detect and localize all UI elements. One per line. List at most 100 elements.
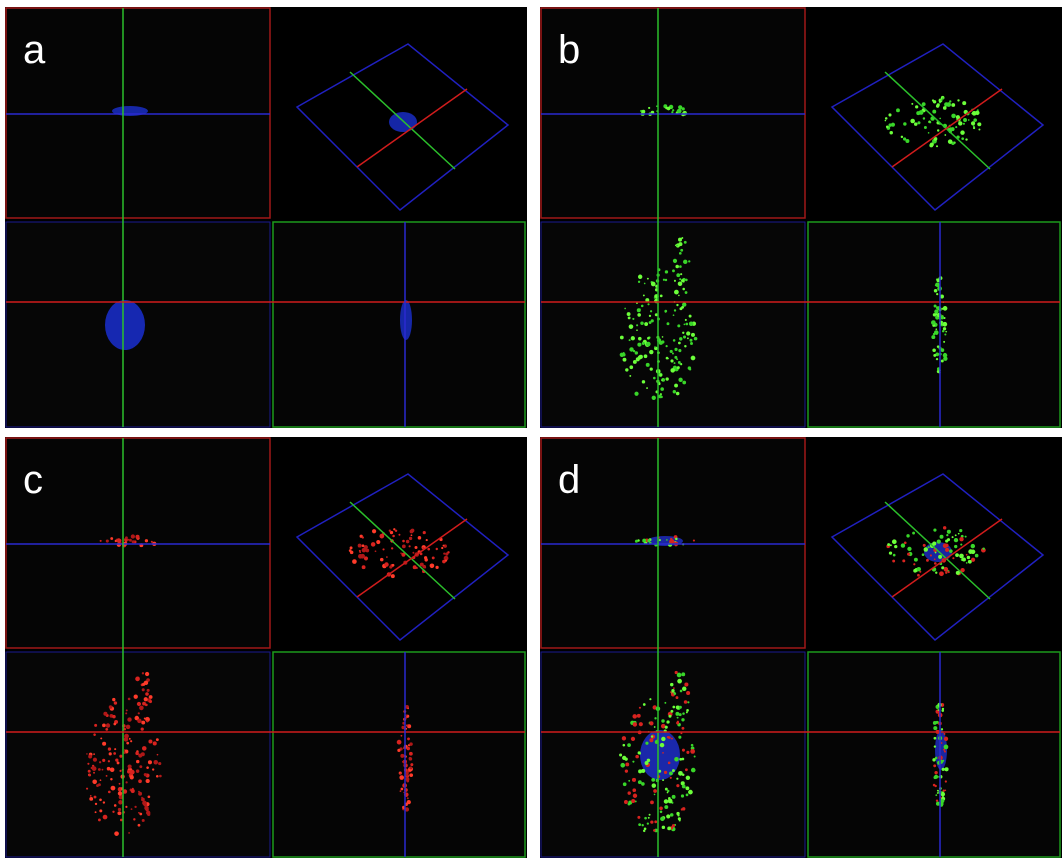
puncta: [952, 536, 954, 538]
puncta: [445, 559, 447, 561]
puncta: [932, 758, 935, 761]
puncta: [682, 381, 686, 385]
puncta: [95, 811, 97, 813]
puncta: [153, 760, 158, 765]
puncta: [131, 789, 135, 793]
puncta: [945, 544, 949, 548]
puncta: [934, 562, 937, 565]
xz-view: [6, 438, 270, 648]
puncta: [673, 687, 675, 689]
puncta: [362, 565, 366, 569]
puncta: [658, 395, 662, 399]
puncta: [670, 359, 673, 362]
puncta: [931, 320, 936, 325]
puncta: [136, 760, 139, 763]
puncta: [894, 545, 897, 548]
puncta: [620, 336, 624, 340]
puncta: [652, 396, 656, 400]
panel-label: c: [23, 458, 43, 502]
puncta: [384, 562, 389, 567]
puncta: [935, 794, 937, 796]
puncta: [401, 788, 404, 791]
puncta: [114, 831, 119, 836]
puncta: [691, 356, 696, 361]
puncta: [632, 761, 634, 763]
puncta: [947, 530, 951, 534]
puncta: [139, 765, 142, 768]
puncta: [118, 811, 122, 815]
puncta: [675, 538, 678, 541]
puncta: [939, 571, 944, 576]
puncta: [103, 712, 107, 716]
puncta: [943, 749, 945, 751]
puncta: [893, 540, 896, 543]
puncta: [955, 126, 957, 128]
puncta: [649, 315, 651, 317]
puncta: [670, 691, 672, 693]
puncta: [685, 279, 688, 282]
puncta: [932, 110, 936, 114]
puncta: [646, 342, 651, 347]
puncta: [676, 273, 680, 277]
yz-view: [808, 652, 1060, 857]
puncta: [96, 784, 99, 787]
puncta: [414, 546, 417, 549]
panel: c: [5, 437, 527, 858]
puncta: [98, 768, 101, 771]
puncta: [409, 545, 411, 547]
puncta: [940, 535, 944, 539]
puncta: [923, 544, 926, 547]
puncta: [924, 547, 928, 551]
puncta: [671, 738, 673, 740]
puncta: [100, 540, 102, 542]
puncta: [686, 709, 689, 712]
puncta: [649, 321, 652, 324]
puncta: [622, 756, 626, 760]
puncta: [625, 763, 629, 767]
puncta: [141, 752, 145, 756]
puncta: [677, 324, 680, 327]
puncta: [917, 567, 921, 571]
puncta: [139, 813, 142, 816]
puncta: [639, 308, 641, 310]
puncta: [110, 537, 113, 540]
puncta: [95, 803, 97, 805]
puncta: [125, 806, 127, 808]
puncta: [128, 698, 131, 701]
puncta: [643, 830, 645, 832]
puncta: [667, 826, 671, 830]
puncta: [946, 534, 948, 536]
puncta: [372, 529, 376, 533]
puncta: [654, 726, 656, 728]
puncta: [680, 273, 682, 275]
puncta: [915, 105, 918, 108]
puncta: [641, 305, 644, 308]
puncta: [679, 706, 682, 709]
puncta: [945, 767, 949, 771]
puncta: [92, 779, 97, 784]
puncta: [943, 341, 945, 343]
puncta: [128, 764, 132, 768]
puncta: [666, 345, 668, 347]
puncta: [679, 337, 682, 340]
puncta: [954, 545, 957, 548]
panel-label: a: [23, 28, 46, 72]
puncta: [627, 312, 631, 316]
puncta: [623, 358, 627, 362]
puncta: [148, 795, 151, 798]
puncta: [629, 347, 633, 351]
puncta: [631, 737, 635, 741]
puncta: [142, 672, 144, 674]
puncta: [142, 819, 145, 822]
puncta: [636, 357, 640, 361]
puncta: [156, 775, 159, 778]
puncta: [936, 293, 938, 295]
puncta: [938, 709, 940, 711]
puncta: [409, 757, 413, 761]
puncta: [913, 569, 917, 573]
puncta: [148, 740, 152, 744]
puncta: [943, 306, 948, 311]
puncta: [929, 143, 933, 147]
puncta: [664, 702, 666, 704]
puncta: [945, 548, 949, 552]
